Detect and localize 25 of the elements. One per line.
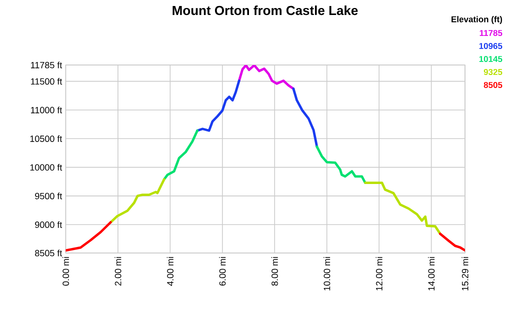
x-tick-label: 10.00 mi — [324, 257, 330, 290]
y-tick-label: 11785 ft — [31, 62, 62, 68]
line-series — [238, 64, 295, 90]
text: 8505 — [484, 82, 502, 88]
x-tick-label: 6.00 mi — [219, 257, 226, 286]
x-tick-label: 15.29 mi — [462, 257, 468, 290]
text: 10145 — [479, 56, 502, 62]
y-tick-label: 8505 ft — [35, 250, 62, 256]
x-tick-label: 4.00 mi — [166, 257, 174, 286]
x-tick-label: 12.00 mi — [376, 257, 382, 290]
y-tick-label: 11000 ft — [31, 106, 62, 114]
x-tick-label: 2.00 mi — [114, 257, 122, 286]
chart-title: Mount Orton from Castle Lake — [172, 6, 358, 16]
text: 11785 — [480, 30, 502, 36]
x-tick-label: 0.00 mi — [62, 257, 70, 286]
y-tick-label: 10500 ft — [30, 135, 62, 142]
y-tick-label: 10000 ft — [30, 164, 62, 171]
text: 10965 — [479, 42, 502, 49]
text: 9325 — [484, 68, 502, 76]
legend-title: Elevation (ft) — [452, 16, 502, 24]
y-tick-label: 11500 ft — [31, 78, 62, 85]
y-tick-label: 9500 ft — [35, 192, 62, 200]
x-tick-label: 14.00 mi — [428, 257, 435, 290]
x-tick-label: 8.00 mi — [271, 257, 278, 286]
y-tick-label: 9000 ft — [35, 221, 62, 228]
